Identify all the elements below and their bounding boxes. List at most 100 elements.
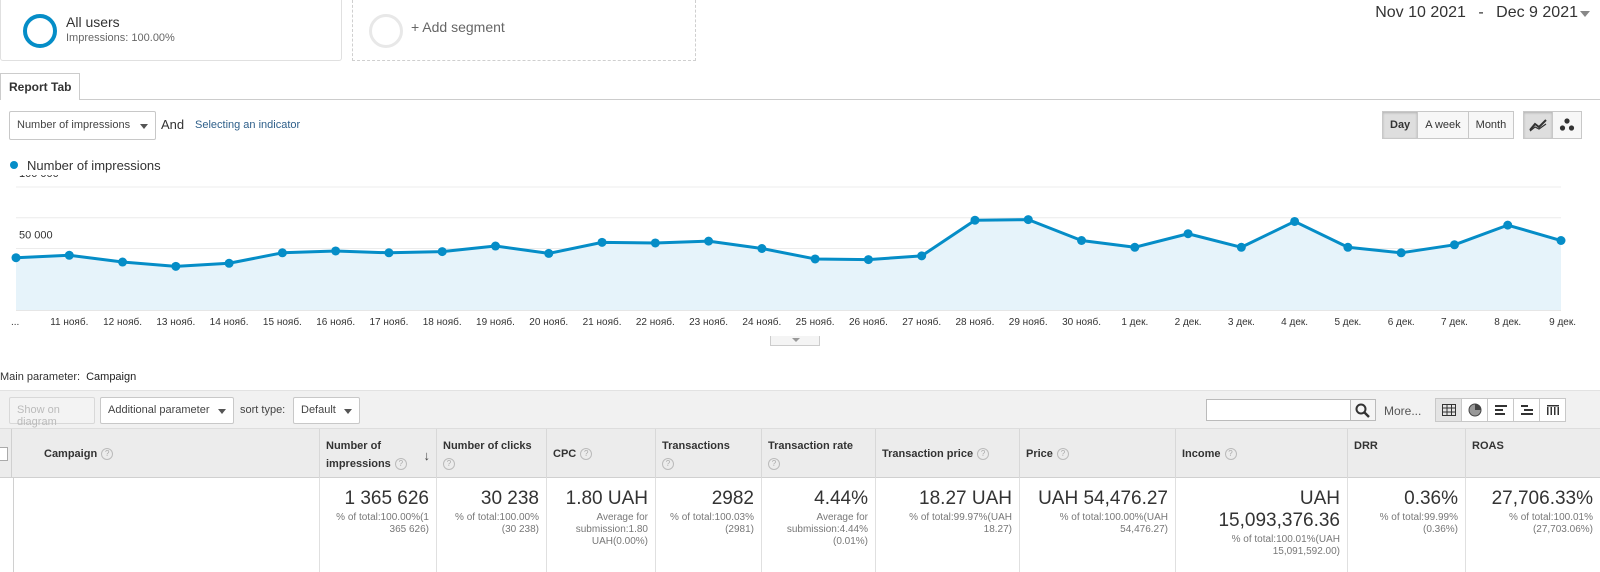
total-transactions-sub: % of total:100.03% (2981) [670, 512, 754, 535]
total-income: UAH 15,093,376.36 % of total:100.01%(UAH… [1176, 478, 1348, 572]
table-search-input[interactable] [1206, 399, 1351, 421]
chart-point[interactable] [970, 215, 980, 225]
table-view-icon[interactable] [1435, 398, 1462, 422]
comparison-view-icon[interactable] [1513, 398, 1540, 422]
total-transactions-value: 2982 [711, 488, 754, 509]
chart-point[interactable] [1077, 236, 1087, 246]
chart-point[interactable] [1236, 242, 1246, 252]
col-price[interactable]: Price? [1020, 429, 1176, 478]
total-roas-sub: % of total:100.01% (27,703.06%) [1509, 512, 1593, 535]
chart-point[interactable] [11, 253, 21, 263]
help-icon[interactable]: ? [662, 458, 674, 471]
chart-point[interactable] [1023, 215, 1033, 225]
select-indicator-link[interactable]: Selecting an indicator [195, 119, 301, 131]
col-income[interactable]: Income? [1176, 429, 1348, 478]
help-icon[interactable]: ? [580, 448, 593, 461]
metric-dropdown[interactable]: Number of impressions [9, 111, 156, 140]
add-segment-button[interactable]: + Add segment [352, 0, 696, 61]
chart-point[interactable] [437, 247, 447, 257]
col-campaign-label: Campaign [44, 448, 98, 460]
chart-point[interactable] [1290, 216, 1300, 226]
date-range-caret-icon[interactable] [1580, 11, 1590, 17]
col-roas[interactable]: ROAS [1466, 429, 1600, 478]
help-icon[interactable]: ? [101, 448, 114, 461]
chart-point[interactable] [704, 236, 714, 246]
total-transaction-price-sub: % of total:99.97%(UAH 18.27) [909, 512, 1012, 535]
x-tick-label: 23 нояб. [689, 316, 728, 328]
help-icon[interactable]: ? [1224, 448, 1237, 461]
sort-type-dropdown[interactable]: Default [293, 397, 360, 424]
chart-point[interactable] [1396, 248, 1406, 258]
chart-series-line [15, 218, 1562, 268]
legend-label: Number of impressions [27, 158, 161, 173]
main-parameter-campaign[interactable]: Campaign [86, 371, 137, 383]
x-tick-label: 29 нояб. [1009, 316, 1048, 328]
col-impressions[interactable]: Number of impressions? ↓ [320, 429, 437, 478]
line-chart-icon[interactable] [1523, 111, 1553, 139]
performance-view-icon[interactable] [1487, 398, 1514, 422]
help-icon[interactable]: ? [394, 458, 407, 471]
pie-view-icon[interactable] [1461, 398, 1488, 422]
total-transaction-rate-value: 4.44% [814, 488, 868, 509]
chart-point[interactable] [597, 237, 607, 247]
chart-point[interactable] [224, 258, 234, 268]
y-tick-label: 100 000 [19, 175, 59, 180]
chart-point[interactable] [331, 246, 341, 256]
granularity-month-button[interactable]: Month [1467, 111, 1515, 139]
chart-resize-handle[interactable] [770, 336, 820, 346]
date-range-picker[interactable]: Nov 10 2021 - Dec 9 2021 [1375, 4, 1578, 22]
sort-type-label: sort type: [240, 404, 286, 416]
pivot-view-icon[interactable] [1539, 398, 1566, 422]
help-icon[interactable]: ? [443, 458, 455, 471]
col-cpc[interactable]: CPC? [547, 429, 656, 478]
x-tick-label: 28 нояб. [956, 316, 995, 328]
chart-point[interactable] [1503, 220, 1513, 230]
chart-point[interactable] [277, 248, 287, 258]
select-all-checkbox[interactable] [0, 447, 8, 461]
search-button[interactable] [1350, 399, 1376, 421]
chart-point[interactable] [384, 248, 394, 258]
tab-report[interactable]: Report Tab [0, 73, 80, 100]
more-link[interactable]: More... [1384, 404, 1422, 418]
granularity-day-button[interactable]: Day [1382, 111, 1419, 139]
chart-point[interactable] [490, 241, 500, 251]
x-tick-label: 16 нояб. [316, 316, 355, 328]
chart-point[interactable] [1130, 242, 1140, 252]
segment-all-users[interactable]: All users Impressions: 100.00% [0, 0, 342, 61]
chart-point[interactable] [863, 255, 873, 265]
col-transactions[interactable]: Transactions? [656, 429, 762, 478]
granularity-week-button[interactable]: A week [1417, 111, 1469, 139]
total-cpc: 1.80 UAH Average for submission:1.80 UAH… [547, 478, 656, 572]
col-income-label: Income [1182, 448, 1221, 460]
impressions-chart[interactable]: 100 000 50 000 ... 11 нояб. 12 нояб. 13 нояб… [0, 175, 1600, 345]
total-impressions-sub: % of total:100.00%(1 365 626) [336, 512, 429, 535]
chart-point[interactable] [171, 261, 181, 271]
chart-point[interactable] [118, 257, 128, 267]
chart-point[interactable] [544, 248, 554, 258]
col-drr[interactable]: DRR [1348, 429, 1466, 478]
show-on-diagram-button[interactable]: Show on diagram [9, 397, 95, 428]
chart-point[interactable] [757, 244, 767, 253]
chart-point[interactable] [1449, 240, 1459, 250]
col-clicks[interactable]: Number of clicks? [437, 429, 547, 478]
col-transaction-price[interactable]: Transaction price? [876, 429, 1020, 478]
col-clicks-label: Number of clicks [443, 440, 532, 452]
motion-chart-icon[interactable] [1552, 111, 1582, 139]
chart-point[interactable] [64, 250, 74, 260]
sort-desc-arrow-icon[interactable]: ↓ [423, 448, 431, 463]
additional-parameter-dropdown[interactable]: Additional parameter [100, 397, 234, 424]
x-tick-label: 4 дек. [1281, 317, 1308, 328]
help-icon[interactable]: ? [1056, 448, 1069, 461]
view-switcher [1435, 398, 1566, 422]
chart-point[interactable] [810, 254, 820, 264]
help-icon[interactable]: ? [768, 458, 780, 471]
chart-point[interactable] [1183, 229, 1193, 239]
chart-point[interactable] [650, 238, 660, 248]
chart-point[interactable] [1556, 236, 1566, 246]
col-campaign[interactable]: Campaign? [12, 429, 320, 478]
chart-point[interactable] [1343, 242, 1353, 252]
chart-point[interactable] [917, 251, 927, 261]
help-icon[interactable]: ? [977, 448, 990, 461]
col-transaction-rate[interactable]: Transaction rate? [762, 429, 876, 478]
x-tick-label: 19 нояб. [476, 316, 515, 328]
